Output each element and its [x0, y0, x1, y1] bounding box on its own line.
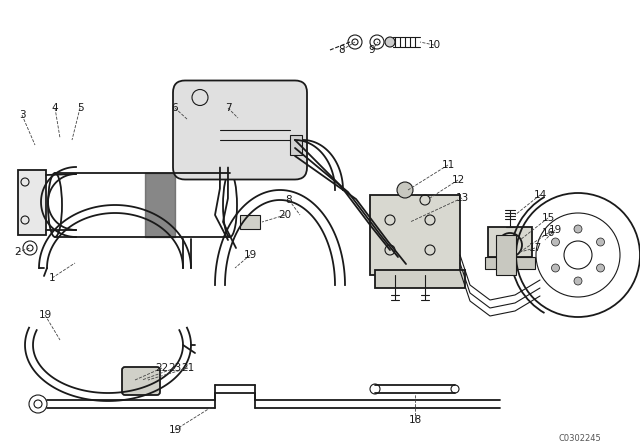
Text: 23: 23 — [168, 363, 182, 373]
Text: 17: 17 — [529, 243, 541, 253]
Text: 4: 4 — [52, 103, 58, 113]
Circle shape — [552, 238, 559, 246]
Text: 2: 2 — [15, 247, 21, 257]
Text: 19: 19 — [38, 310, 52, 320]
Text: 8: 8 — [339, 45, 346, 55]
Text: 14: 14 — [533, 190, 547, 200]
Circle shape — [596, 238, 605, 246]
Text: 19: 19 — [243, 250, 257, 260]
Text: 19: 19 — [548, 225, 562, 235]
Text: 6: 6 — [172, 103, 179, 113]
Text: 1: 1 — [49, 273, 55, 283]
Text: 21: 21 — [181, 363, 195, 373]
FancyBboxPatch shape — [122, 367, 160, 395]
Text: 19: 19 — [168, 425, 182, 435]
Bar — [485, 257, 535, 269]
Bar — [240, 215, 260, 229]
Bar — [290, 135, 302, 155]
Text: 13: 13 — [456, 193, 468, 203]
Circle shape — [596, 264, 605, 272]
Text: 10: 10 — [428, 40, 440, 50]
Bar — [18, 170, 46, 235]
FancyBboxPatch shape — [173, 81, 307, 180]
Text: 9: 9 — [369, 45, 375, 55]
Circle shape — [574, 225, 582, 233]
Text: 11: 11 — [442, 160, 454, 170]
Text: 12: 12 — [451, 175, 465, 185]
Text: 3: 3 — [19, 110, 26, 120]
Bar — [375, 270, 465, 288]
Text: 8: 8 — [285, 195, 292, 205]
Text: 22: 22 — [156, 363, 168, 373]
Text: 15: 15 — [541, 213, 555, 223]
Circle shape — [574, 277, 582, 285]
Text: 18: 18 — [408, 415, 422, 425]
Bar — [488, 227, 532, 257]
Bar — [496, 235, 516, 275]
Text: 5: 5 — [77, 103, 83, 113]
Circle shape — [552, 264, 559, 272]
Bar — [370, 195, 460, 275]
Text: 16: 16 — [541, 228, 555, 238]
Circle shape — [397, 182, 413, 198]
Text: 7: 7 — [225, 103, 231, 113]
Circle shape — [385, 37, 395, 47]
Text: 20: 20 — [278, 210, 292, 220]
Text: C0302245: C0302245 — [559, 434, 602, 443]
